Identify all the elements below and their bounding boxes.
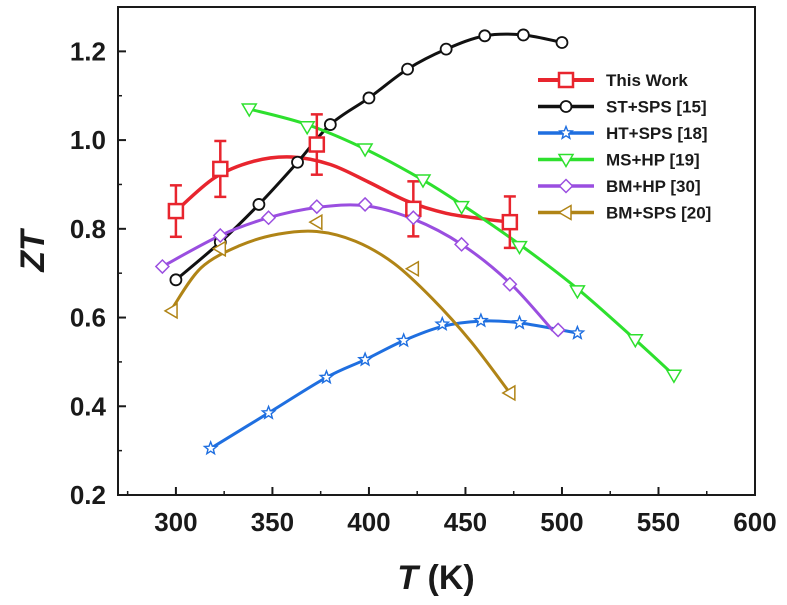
y-tick-label: 1.2 [70,36,106,66]
data-point-st-sps-15 [323,118,337,131]
data-point-this-work [501,213,519,231]
y-tick-label: 0.6 [70,303,106,333]
data-point-bm-hp-30 [309,199,325,215]
legend-label-ht-sps-18: HT+SPS [18] [606,124,708,143]
data-point-st-sps-15 [291,155,304,169]
data-point-ht-sps-18 [511,314,528,330]
series-line-st-sps-15 [174,32,564,282]
data-point-ms-hp-19 [414,174,432,189]
data-point-bm-sps-20 [501,384,516,402]
y-tick-label: 1.0 [70,125,106,155]
y-tick-label: 0.4 [70,391,107,421]
data-point-bm-sps-20 [308,213,323,231]
data-point-bm-sps-20 [211,240,227,258]
data-point-ms-hp-19 [569,285,586,300]
data-point-bm-sps-20 [404,260,420,278]
legend-marker-st-sps-15 [559,100,573,113]
data-point-bm-hp-30 [261,210,277,226]
data-point-st-sps-15 [516,28,530,42]
y-tick-label: 0.8 [70,214,106,244]
legend-marker-bm-hp-30 [558,178,574,194]
data-point-bm-hp-30 [502,276,518,292]
series-line-ht-sps-18 [209,319,579,450]
data-point-ms-hp-19 [356,143,374,158]
data-point-ms-hp-19 [627,333,644,349]
tick-marks [118,50,756,496]
legend-marker-ms-hp-19 [557,153,575,168]
x-axis-title: T (K) [397,559,474,597]
legend-label-this-work: This Work [606,71,688,90]
x-axis-title-unit: (K) [418,559,475,597]
data-point-ht-sps-18 [202,439,219,456]
legend-marker-bm-sps-20 [557,204,572,221]
series-line-this-work [174,155,512,224]
data-point-bm-hp-30 [154,258,170,275]
legend-label-bm-hp-30: BM+HP [30] [606,177,701,196]
data-point-this-work [167,202,185,220]
tick-labels: 300 350 400 450 500 550 600 0.2 0.4 0.6 0.8 1.0 1.2 [70,36,777,537]
data-point-st-sps-15 [362,91,376,105]
data-point-ms-hp-19 [298,121,316,136]
data-point-ht-sps-18 [357,351,374,367]
error-bars [169,113,516,250]
data-point-bm-sps-20 [163,302,178,320]
series-line-bm-hp-30 [160,203,554,332]
data-point-bm-hp-30 [454,236,470,252]
x-tick-label: 550 [637,507,680,537]
data-point-bm-hp-30 [212,227,228,244]
series-line-bm-sps-20 [170,229,512,395]
y-tick-label: 0.2 [70,480,106,510]
x-tick-label: 450 [444,507,487,537]
series-markers [154,28,683,456]
data-point-ht-sps-18 [434,315,451,332]
data-point-ht-sps-18 [395,332,412,348]
data-point-ht-sps-18 [569,324,586,340]
y-axis-title: ZT [14,227,52,273]
legend-marker-this-work [557,71,575,89]
x-tick-label: 500 [540,507,583,537]
data-point-st-sps-15 [169,273,183,287]
legend: This Work ST+SPS [15] HT+SPS [18] MS+HP [19… [538,71,711,223]
series-lines [160,32,676,450]
data-point-ms-hp-19 [665,369,683,384]
plot-frame [117,6,756,496]
x-tick-label: 400 [347,507,390,537]
data-point-ht-sps-18 [472,312,489,328]
x-tick-label: 600 [733,507,776,537]
legend-label-ms-hp-19: MS+HP [19] [606,151,700,170]
x-tick-label: 300 [154,507,197,537]
x-tick-label: 350 [251,507,294,537]
data-point-st-sps-15 [439,42,453,56]
data-point-st-sps-15 [252,198,266,211]
legend-marker-ht-sps-18 [557,124,575,140]
legend-label-st-sps-15: ST+SPS [15] [606,98,707,117]
x-axis-title-symbol: T [397,559,421,597]
data-point-st-sps-15 [401,62,414,76]
data-point-bm-hp-30 [405,210,421,226]
data-point-ms-hp-19 [240,103,258,118]
data-point-ht-sps-18 [260,404,277,420]
data-point-st-sps-15 [478,29,492,43]
data-point-ht-sps-18 [318,369,335,385]
data-point-ms-hp-19 [453,200,470,216]
data-point-ms-hp-19 [511,240,528,256]
data-point-st-sps-15 [555,36,569,49]
data-point-this-work [212,160,229,178]
legend-label-bm-sps-20: BM+SPS [20] [606,204,711,223]
data-point-bm-hp-30 [357,196,373,212]
data-point-this-work [308,136,326,153]
data-point-bm-hp-30 [550,322,566,338]
